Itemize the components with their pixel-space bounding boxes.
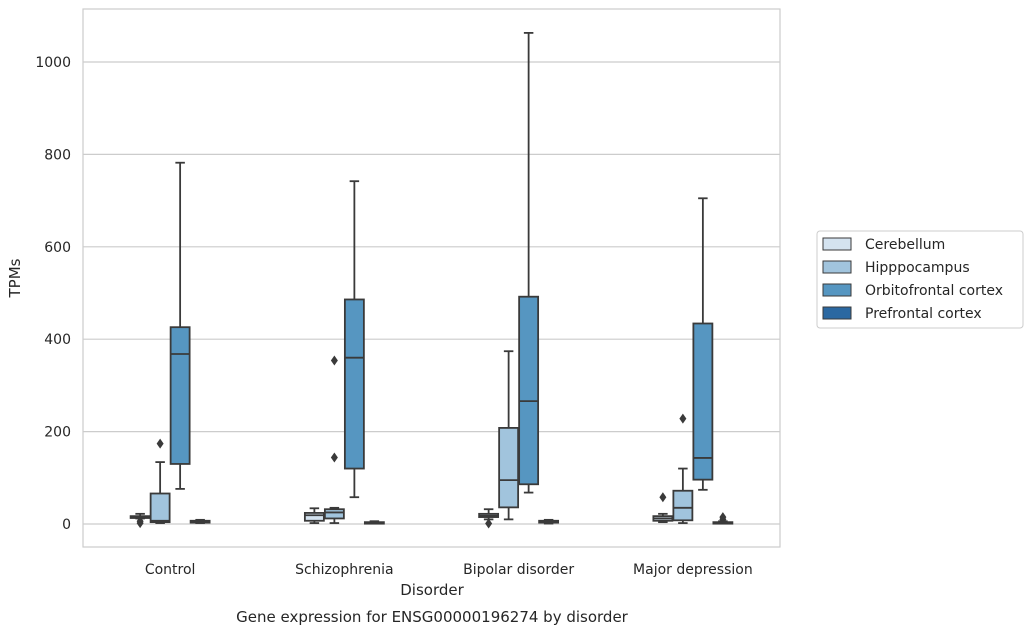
box-body <box>169 326 191 465</box>
box-prefrontal-cortex-bipolar-disorder <box>538 518 560 525</box>
x-tick-label-major-depression: Major depression <box>633 562 753 578</box>
box-cerebellum-schizophrenia <box>303 507 325 524</box>
chart-title: Gene expression for ENSG00000196274 by d… <box>236 608 629 626</box>
y-tick-label-600: 600 <box>44 240 71 256</box>
y-tick-label-1000: 1000 <box>35 55 71 71</box>
x-tick-label-bipolar-disorder: Bipolar disorder <box>463 562 574 578</box>
legend: Cerebellum Hipppocampus Orbitofrontal cort… <box>816 230 1024 329</box>
legend-label-orbitofrontal-cortex: Orbitofrontal cortex <box>865 283 1003 299</box>
box-cerebellum-bipolar-disorder <box>478 508 500 529</box>
box-orbitofrontal-cortex-bipolar-disorder <box>518 31 540 494</box>
legend-swatch-hipppocampus <box>822 260 852 274</box>
outlier-point <box>330 355 338 366</box>
y-gridlines <box>83 61 780 525</box>
box-orbitofrontal-cortex-control <box>169 161 191 490</box>
box-hipppocampus-schizophrenia <box>323 355 345 524</box>
x-tick-labels: Control Schizophrenia Bipolar disorder Majo… <box>145 562 753 578</box>
legend-swatch-orbitofrontal-cortex <box>822 283 852 297</box>
y-tick-label-800: 800 <box>44 147 71 163</box>
box-body <box>672 489 694 522</box>
box-body <box>498 427 520 509</box>
outlier-point <box>659 492 667 503</box>
box-hipppocampus-bipolar-disorder <box>498 350 520 521</box>
box-body <box>518 295 540 486</box>
box-body <box>323 508 345 520</box>
x-axis-label: Disorder <box>400 581 464 599</box>
plot-frame <box>82 8 781 548</box>
box-cerebellum-major-depression <box>652 492 674 524</box>
legend-label-cerebellum: Cerebellum <box>865 237 945 253</box>
y-tick-label-0: 0 <box>62 517 71 533</box>
box-body <box>303 512 325 522</box>
box-hipppocampus-major-depression <box>672 413 694 524</box>
box-hipppocampus-control <box>149 438 171 524</box>
outlier-point <box>719 512 727 523</box>
legend-label-prefrontal-cortex: Prefrontal cortex <box>865 306 982 322</box>
legend-swatch-cerebellum <box>822 237 852 251</box>
legend-swatch-prefrontal-cortex <box>822 306 852 320</box>
y-axis-label: TPMs <box>6 258 24 298</box>
box-body <box>692 322 714 481</box>
y-tick-labels: 0 200 400 600 800 1000 <box>35 55 71 533</box>
y-tick-label-200: 200 <box>44 425 71 441</box>
legend-label-hipppocampus: Hipppocampus <box>865 260 970 276</box>
x-tick-label-schizophrenia: Schizophrenia <box>295 562 393 578</box>
box-prefrontal-cortex-schizophrenia <box>363 520 385 525</box>
legend-frame <box>816 230 1024 329</box>
outlier-point <box>330 452 338 463</box>
outlier-point <box>136 516 144 527</box>
box-body <box>343 298 365 470</box>
y-tick-label-400: 400 <box>44 332 71 348</box>
box-cerebellum-control <box>129 512 151 529</box>
outlier-point <box>679 413 687 424</box>
outlier-point <box>156 438 164 449</box>
box-body <box>149 492 171 524</box>
x-tick-label-control: Control <box>145 562 196 578</box>
box-prefrontal-cortex-control <box>189 518 211 524</box>
boxes <box>129 31 734 529</box>
box-orbitofrontal-cortex-major-depression <box>692 197 714 491</box>
outlier-point <box>485 518 493 529</box>
box-orbitofrontal-cortex-schizophrenia <box>343 180 365 499</box>
box-prefrontal-cortex-major-depression <box>712 512 734 525</box>
